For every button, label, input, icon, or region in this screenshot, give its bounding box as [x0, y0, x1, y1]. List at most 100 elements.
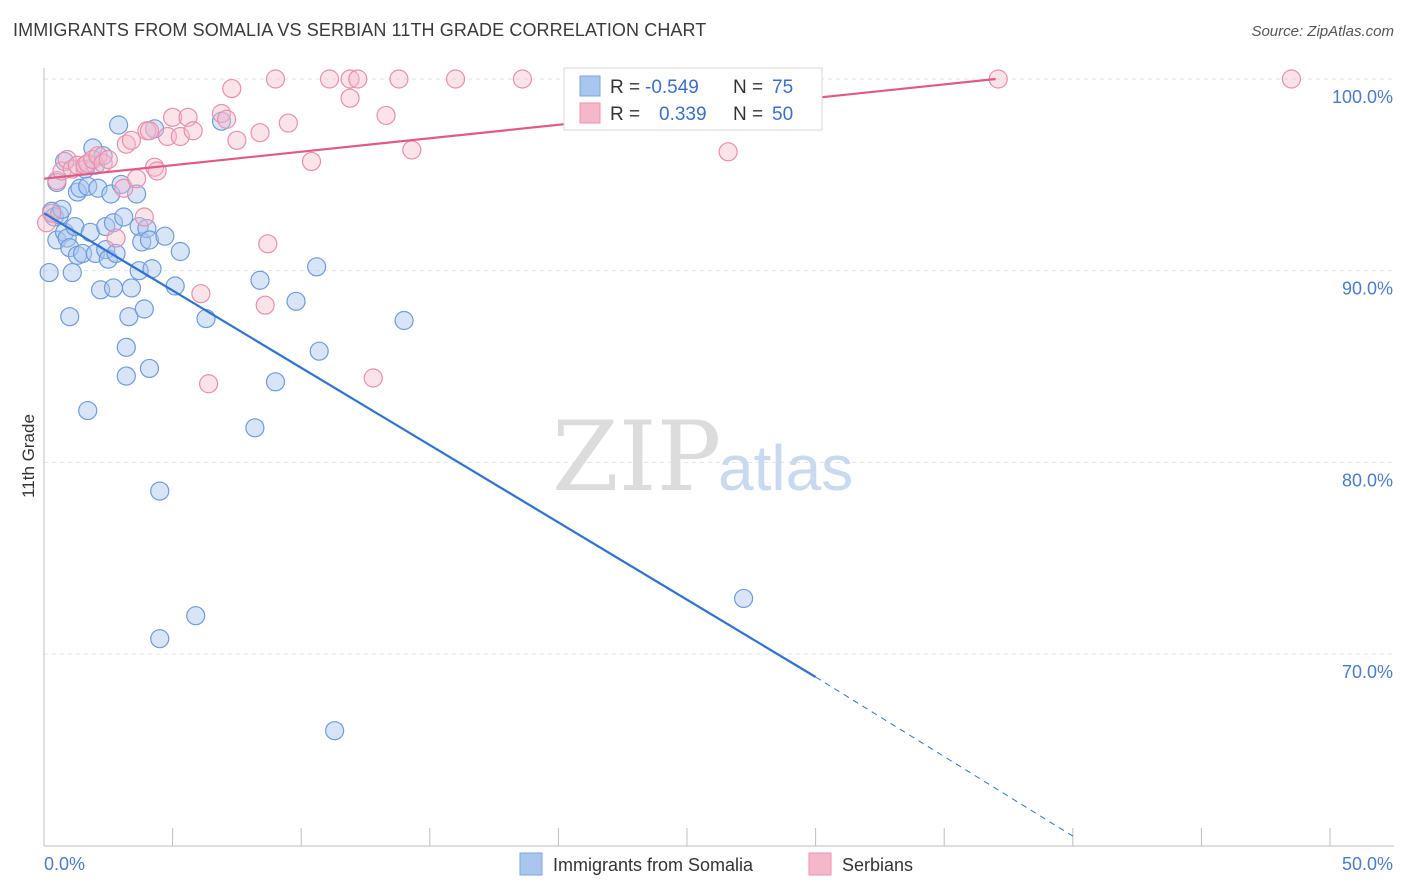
somalia-point-58 — [196, 308, 216, 329]
somalia-point-63 — [286, 291, 306, 311]
serbians-point-36 — [258, 234, 278, 254]
somalia-point-48 — [139, 358, 160, 379]
serbians-point-39 — [301, 151, 322, 172]
serbians-point-34 — [250, 123, 270, 143]
somalia-point-6 — [52, 199, 72, 219]
serbians-point-1 — [42, 203, 62, 223]
legend-label-somalia: Immigrants from Somalia — [553, 855, 754, 875]
serbians-point-45 — [376, 105, 396, 126]
chart-title: IMMIGRANTS FROM SOMALIA VS SERBIAN 11TH … — [13, 20, 707, 40]
legend-swatch-serbians — [808, 852, 832, 876]
serbians-point-47 — [402, 140, 422, 160]
serbians-point-20 — [139, 121, 160, 141]
stats-n-label-serbians: N = — [733, 104, 763, 125]
trend-lines — [43, 77, 1074, 837]
serbians-points — [36, 69, 1302, 394]
somalia-point-35 — [108, 115, 129, 135]
serbians-point-40 — [319, 69, 340, 89]
source-label: Source: ZipAtlas.com — [1251, 23, 1394, 40]
somalia-trend-extension — [815, 676, 1074, 837]
stats-r-value-somalia: -0.549 — [645, 77, 699, 98]
somalia-point-52 — [150, 481, 170, 501]
x-axis-ticks — [43, 828, 1331, 846]
y-tick-label-0: 100.0% — [1332, 87, 1393, 107]
serbians-point-8 — [78, 153, 98, 173]
serbians-point-17 — [126, 169, 147, 189]
serbians-point-27 — [183, 121, 203, 141]
serbians-point-9 — [83, 149, 103, 170]
serbians-point-49 — [512, 69, 532, 89]
watermark-zip: ZIP — [552, 401, 721, 513]
somalia-point-47 — [137, 218, 157, 239]
gridlines — [44, 78, 1394, 655]
somalia-point-40 — [119, 307, 139, 327]
serbians-point-41 — [340, 69, 360, 89]
stats-r-label-somalia: R = — [610, 77, 640, 98]
somalia-point-64 — [307, 257, 327, 277]
somalia-point-62 — [265, 372, 286, 392]
x-tick-label-right: 50.0% — [1342, 854, 1393, 874]
x-tick-label-left: 0.0% — [44, 854, 85, 874]
y-tick-label-2: 80.0% — [1342, 470, 1393, 490]
somalia-point-67 — [394, 310, 414, 331]
somalia-point-65 — [309, 341, 329, 361]
somalia-point-37 — [114, 207, 134, 227]
serbians-point-12 — [98, 149, 118, 170]
somalia-point-53 — [150, 629, 170, 649]
serbians-point-38 — [278, 113, 298, 133]
legend-swatch-somalia — [519, 852, 543, 876]
serbians-point-32 — [222, 78, 242, 99]
somalia-point-41 — [121, 278, 142, 298]
serbians-trend-line — [43, 77, 996, 180]
y-axis-title: 11th Grade — [19, 414, 38, 498]
serbians-point-14 — [114, 178, 134, 198]
y-tick-labels: 100.0% 90.0% 80.0% 70.0% — [1332, 87, 1393, 682]
serbians-point-13 — [106, 228, 126, 248]
y-tick-label-3: 70.0% — [1342, 662, 1393, 682]
somalia-point-66 — [325, 721, 345, 741]
serbians-point-48 — [445, 69, 466, 89]
serbians-point-37 — [265, 69, 286, 89]
somalia-trend-line — [43, 212, 817, 678]
somalia-point-39 — [116, 337, 136, 357]
serbians-point-18 — [134, 207, 154, 227]
somalia-point-56 — [170, 241, 190, 262]
stats-swatch-serbians — [579, 102, 601, 124]
serbians-point-30 — [211, 103, 232, 124]
somalia-point-68 — [733, 588, 754, 609]
somalia-point-38 — [116, 366, 136, 386]
somalia-point-57 — [186, 606, 206, 626]
stats-n-value-somalia: 75 — [772, 77, 793, 98]
stats-legend: R = -0.549 N = 75 R = 0.339 N = 50 — [563, 67, 823, 131]
serbians-point-28 — [191, 284, 211, 304]
stats-legend-box — [563, 67, 823, 131]
somalia-point-32 — [103, 213, 124, 233]
somalia-point-27 — [93, 146, 113, 166]
somalia-point-60 — [245, 418, 265, 438]
y-tick-label-1: 90.0% — [1342, 279, 1393, 299]
watermark-atlas: atlas — [718, 432, 853, 504]
legend-label-serbians: Serbians — [842, 855, 913, 875]
serbians-point-16 — [121, 130, 142, 150]
somalia-point-20 — [78, 400, 98, 421]
bottom-legend: Immigrants from Somalia Serbians — [519, 852, 913, 876]
serbians-point-22 — [147, 161, 167, 181]
somalia-point-43 — [129, 216, 149, 237]
serbians-point-44 — [363, 368, 383, 388]
stats-swatch-somalia — [579, 75, 601, 97]
serbians-point-42 — [340, 88, 360, 108]
serbians-point-53 — [1281, 69, 1302, 89]
serbians-point-4 — [57, 149, 77, 170]
somalia-point-49 — [139, 230, 160, 250]
somalia-point-54 — [155, 226, 175, 246]
watermark: ZIP atlas — [552, 401, 853, 513]
serbians-point-43 — [348, 69, 368, 89]
stats-r-label-serbians: R = — [610, 104, 640, 125]
stats-n-label-somalia: N = — [733, 77, 763, 98]
serbians-point-33 — [227, 130, 247, 150]
serbians-point-24 — [163, 107, 183, 127]
stats-n-value-serbians: 50 — [772, 104, 793, 125]
somalia-point-12 — [62, 262, 82, 283]
serbians-point-35 — [255, 295, 275, 315]
